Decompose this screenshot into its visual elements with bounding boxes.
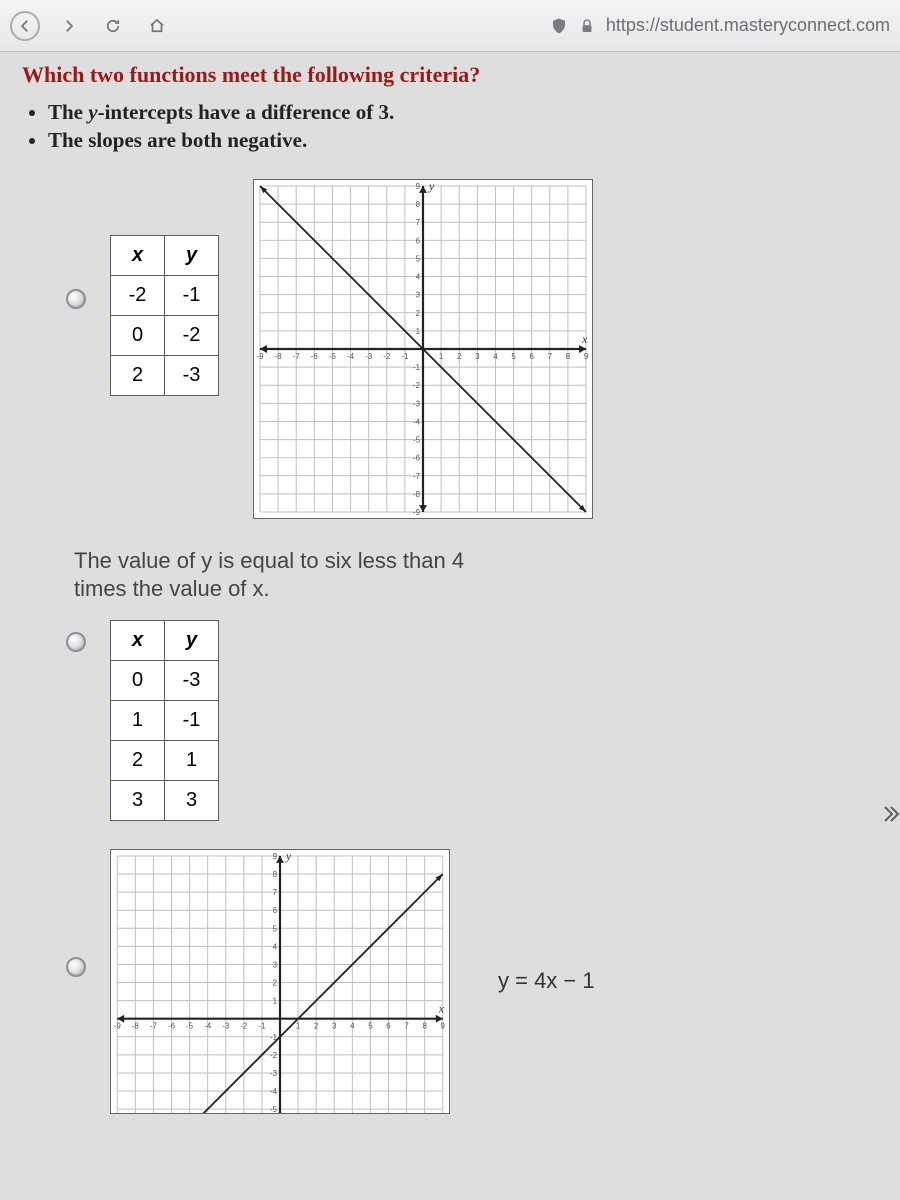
svg-text:8: 8 xyxy=(273,870,278,879)
svg-text:-4: -4 xyxy=(270,1087,278,1096)
svg-text:2: 2 xyxy=(457,352,462,361)
svg-text:4: 4 xyxy=(416,272,421,281)
svg-text:1: 1 xyxy=(416,327,421,336)
svg-text:x: x xyxy=(438,1002,445,1016)
option-1-graph: -9 -8 -7 -6 -5 -4 -3 -2 -1 1 2 3 4 5 6 7 8 9 -9 -8 -7 -6 -5 -4 -… xyxy=(253,179,593,519)
svg-text:-8: -8 xyxy=(132,1022,140,1031)
criteria-item: The slopes are both negative. xyxy=(48,126,878,154)
svg-text:9: 9 xyxy=(441,1022,446,1031)
svg-text:6: 6 xyxy=(529,352,534,361)
url-text: https://student.masteryconnect.com xyxy=(606,15,890,36)
svg-text:-9: -9 xyxy=(114,1022,122,1031)
svg-text:y: y xyxy=(285,849,292,863)
svg-text:-1: -1 xyxy=(401,352,409,361)
svg-text:-2: -2 xyxy=(383,352,391,361)
svg-text:8: 8 xyxy=(416,200,421,209)
svg-text:-3: -3 xyxy=(365,352,373,361)
shield-icon xyxy=(550,17,568,35)
svg-text:-7: -7 xyxy=(150,1022,157,1031)
option-3-graph: -9-8-7-6-5-4-3-2-1123456789-9-8-7-6-5-4-… xyxy=(110,849,450,1114)
svg-text:6: 6 xyxy=(416,236,421,245)
svg-text:-8: -8 xyxy=(413,490,421,499)
svg-text:9: 9 xyxy=(416,182,421,191)
radio-option-2[interactable] xyxy=(66,632,86,652)
svg-text:1: 1 xyxy=(296,1022,301,1031)
svg-text:-8: -8 xyxy=(275,352,283,361)
svg-text:-5: -5 xyxy=(329,352,337,361)
svg-text:2: 2 xyxy=(273,978,277,987)
svg-text:-9: -9 xyxy=(413,508,421,517)
option-3: -9-8-7-6-5-4-3-2-1123456789-9-8-7-6-5-4-… xyxy=(22,849,878,1114)
svg-text:-2: -2 xyxy=(240,1022,247,1031)
svg-text:6: 6 xyxy=(273,906,278,915)
svg-text:1: 1 xyxy=(273,996,278,1005)
criteria-list: The y-intercepts have a difference of 3.… xyxy=(22,98,878,155)
svg-text:9: 9 xyxy=(584,352,589,361)
svg-text:x: x xyxy=(581,332,588,346)
svg-text:8: 8 xyxy=(566,352,571,361)
criteria-item: The y-intercepts have a difference of 3. xyxy=(48,98,878,126)
svg-text:-3: -3 xyxy=(222,1022,230,1031)
svg-text:-6: -6 xyxy=(413,453,421,462)
question-title: Which two functions meet the following c… xyxy=(22,62,878,88)
svg-text:-6: -6 xyxy=(168,1022,176,1031)
forward-button[interactable] xyxy=(54,11,84,41)
svg-text:4: 4 xyxy=(350,1022,355,1031)
svg-text:-7: -7 xyxy=(293,352,301,361)
svg-text:-4: -4 xyxy=(204,1022,212,1031)
svg-text:7: 7 xyxy=(548,352,553,361)
address-bar[interactable]: https://student.masteryconnect.com xyxy=(550,15,890,36)
lock-icon xyxy=(578,17,596,35)
option-3-equation: y = 4x − 1 xyxy=(498,968,595,994)
radio-option-3[interactable] xyxy=(66,957,86,977)
middle-statement: The value of y is equal to six less than… xyxy=(74,547,494,604)
svg-text:5: 5 xyxy=(511,352,516,361)
option-2-table: xy 0-3 1-1 21 33 xyxy=(110,620,219,821)
svg-text:4: 4 xyxy=(493,352,498,361)
radio-option-1[interactable] xyxy=(66,289,86,309)
svg-text:5: 5 xyxy=(273,924,278,933)
svg-text:-1: -1 xyxy=(258,1022,266,1031)
svg-text:6: 6 xyxy=(386,1022,391,1031)
svg-text:-1: -1 xyxy=(413,363,421,372)
svg-text:3: 3 xyxy=(416,290,421,299)
svg-text:5: 5 xyxy=(416,254,421,263)
browser-toolbar: https://student.masteryconnect.com xyxy=(0,0,900,52)
svg-text:8: 8 xyxy=(422,1022,427,1031)
svg-text:7: 7 xyxy=(273,888,277,897)
option-1: xy -2-1 0-2 2-3 -9 -8 -7 -6 -5 -4 -3 -2 -1 1 2 3 4 5 6… xyxy=(22,179,878,519)
svg-text:-2: -2 xyxy=(413,381,421,390)
svg-text:9: 9 xyxy=(273,852,278,861)
svg-text:-2: -2 xyxy=(270,1051,277,1060)
svg-text:3: 3 xyxy=(332,1022,337,1031)
option-1-table: xy -2-1 0-2 2-3 xyxy=(110,235,219,396)
option-2: xy 0-3 1-1 21 33 xyxy=(22,620,878,821)
back-button[interactable] xyxy=(10,11,40,41)
expand-icon[interactable] xyxy=(882,800,900,828)
svg-text:-5: -5 xyxy=(413,435,421,444)
svg-text:4: 4 xyxy=(273,942,278,951)
svg-text:y: y xyxy=(428,179,435,193)
svg-text:-7: -7 xyxy=(413,471,421,480)
svg-text:7: 7 xyxy=(416,218,421,227)
svg-text:1: 1 xyxy=(439,352,444,361)
svg-text:-6: -6 xyxy=(311,352,319,361)
svg-text:-4: -4 xyxy=(413,417,421,426)
svg-text:2: 2 xyxy=(314,1022,318,1031)
svg-text:-4: -4 xyxy=(347,352,355,361)
svg-text:7: 7 xyxy=(404,1022,408,1031)
svg-text:2: 2 xyxy=(416,308,421,317)
svg-text:-3: -3 xyxy=(413,399,421,408)
question-content: Which two functions meet the following c… xyxy=(0,52,900,1200)
svg-text:3: 3 xyxy=(475,352,480,361)
reload-button[interactable] xyxy=(98,11,128,41)
svg-text:-5: -5 xyxy=(270,1105,278,1114)
home-button[interactable] xyxy=(142,11,172,41)
svg-text:-9: -9 xyxy=(256,352,264,361)
svg-text:-3: -3 xyxy=(270,1069,278,1078)
svg-text:5: 5 xyxy=(368,1022,373,1031)
svg-text:3: 3 xyxy=(273,960,278,969)
svg-text:-5: -5 xyxy=(186,1022,194,1031)
